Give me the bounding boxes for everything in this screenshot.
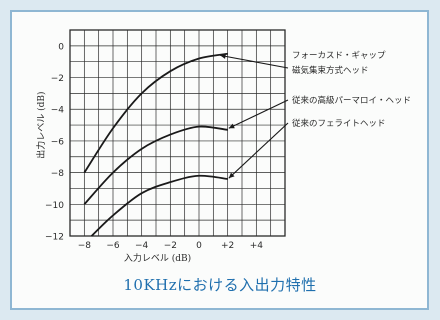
callout-arrow-head: [228, 123, 235, 129]
x-tick-label: +4: [250, 241, 264, 251]
y-tick-label: −8: [51, 169, 65, 179]
callout-arrow-head: [228, 172, 235, 179]
x-tick-label: +2: [221, 241, 234, 251]
y-tick-label: −10: [45, 201, 64, 211]
y-tick-label: −6: [51, 137, 65, 147]
callout-arrow-line: [220, 54, 289, 69]
y-tick-label: 0: [58, 42, 64, 52]
callout-arrow-head: [220, 53, 226, 59]
series-label: 磁気集束方式ヘッド: [292, 65, 369, 76]
figure-caption: 10KHzにおける入出力特性: [123, 276, 317, 294]
callout-arrow-line: [228, 99, 289, 129]
y-tick-label: −2: [51, 74, 64, 84]
x-tick-label: −2: [164, 241, 177, 251]
series-label: 従来の高級パーマロイ・ヘッド: [292, 95, 411, 106]
x-axis-label: 入力レベル (dB): [124, 252, 191, 264]
y-tick-label: −4: [51, 106, 65, 116]
y-axis-label: 出力レベル (dB): [35, 91, 47, 158]
series-line: [90, 174, 228, 237]
x-tick-label: −6: [106, 241, 120, 251]
figure-frame: [10, 10, 429, 310]
y-tick-label: −12: [45, 233, 64, 243]
x-tick-label: −8: [78, 241, 92, 251]
series-line: [83, 125, 228, 205]
x-tick-label: 0: [196, 241, 202, 251]
x-tick-label: −4: [135, 241, 149, 251]
series-label: 従来のフェライトヘッド: [292, 118, 386, 129]
callout-arrow-line: [228, 122, 289, 179]
series-line: [83, 52, 228, 174]
series-label: フォーカスド・ギャップ: [292, 51, 386, 61]
